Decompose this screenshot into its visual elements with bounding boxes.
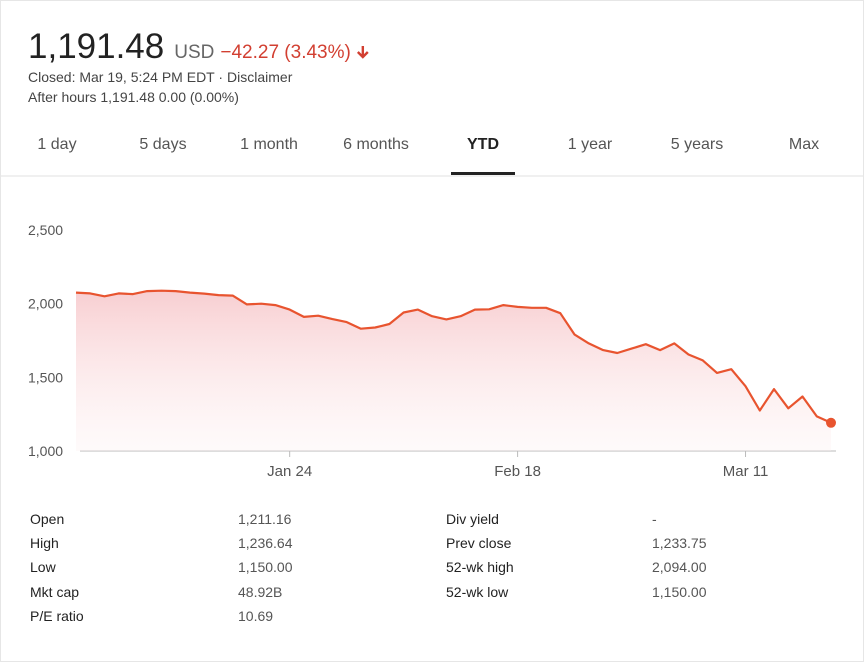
y-tick-label: 1,000: [28, 443, 63, 459]
tab[interactable]: YTD: [467, 136, 499, 153]
stat-label: Prev close: [446, 535, 512, 551]
stat-value: 2,094.00: [652, 559, 707, 575]
y-tick-label: 2,500: [28, 222, 63, 238]
stat-label: Open: [30, 511, 64, 527]
currency: USD: [174, 42, 214, 63]
stat-label: P/E ratio: [30, 608, 84, 624]
stat-value: 1,150.00: [652, 584, 707, 600]
y-tick-label: 2,000: [28, 296, 63, 312]
price-change: −42.27 (3.43%): [220, 42, 350, 63]
x-tick-label: Feb 18: [494, 463, 541, 480]
stat-value: 1,211.16: [238, 511, 292, 527]
stat-value: 10.69: [238, 608, 273, 624]
price: 1,191.48: [28, 27, 164, 66]
closed-time: Closed: Mar 19, 5:24 PM EDT ·: [28, 69, 223, 85]
y-tick-label: 1,500: [28, 369, 63, 385]
tab-underline: [451, 172, 515, 175]
stat-value: 1,150.00: [238, 559, 293, 575]
tab[interactable]: 5 years: [671, 136, 723, 153]
x-tick-label: Jan 24: [267, 463, 312, 480]
stat-label: Low: [30, 559, 57, 575]
stat-label: High: [30, 535, 59, 551]
area: [76, 290, 831, 451]
tab[interactable]: 6 months: [343, 136, 409, 153]
stat-label: 52-wk low: [446, 584, 509, 600]
tab[interactable]: Max: [789, 136, 819, 153]
tab[interactable]: 1 day: [37, 136, 76, 153]
down-arrow: [356, 46, 369, 59]
price-line: [75, 289, 832, 424]
stat-label: Mkt cap: [30, 584, 79, 600]
tab[interactable]: 5 days: [139, 136, 186, 153]
stat-label: 52-wk high: [446, 559, 514, 575]
stat-label: Div yield: [446, 511, 499, 527]
tab[interactable]: 1 year: [568, 136, 613, 153]
disclaimer-link[interactable]: Disclaimer: [227, 69, 293, 85]
stat-value: -: [652, 511, 657, 527]
after-hours: After hours 1,191.48 0.00 (0.00%): [28, 89, 239, 105]
stat-value: 48.92B: [238, 584, 282, 600]
stat-value: 1,236.64: [238, 535, 293, 551]
tab[interactable]: 1 month: [240, 136, 298, 153]
stat-value: 1,233.75: [652, 535, 707, 551]
x-tick-label: Mar 11: [723, 463, 769, 480]
last-point: [826, 417, 836, 428]
